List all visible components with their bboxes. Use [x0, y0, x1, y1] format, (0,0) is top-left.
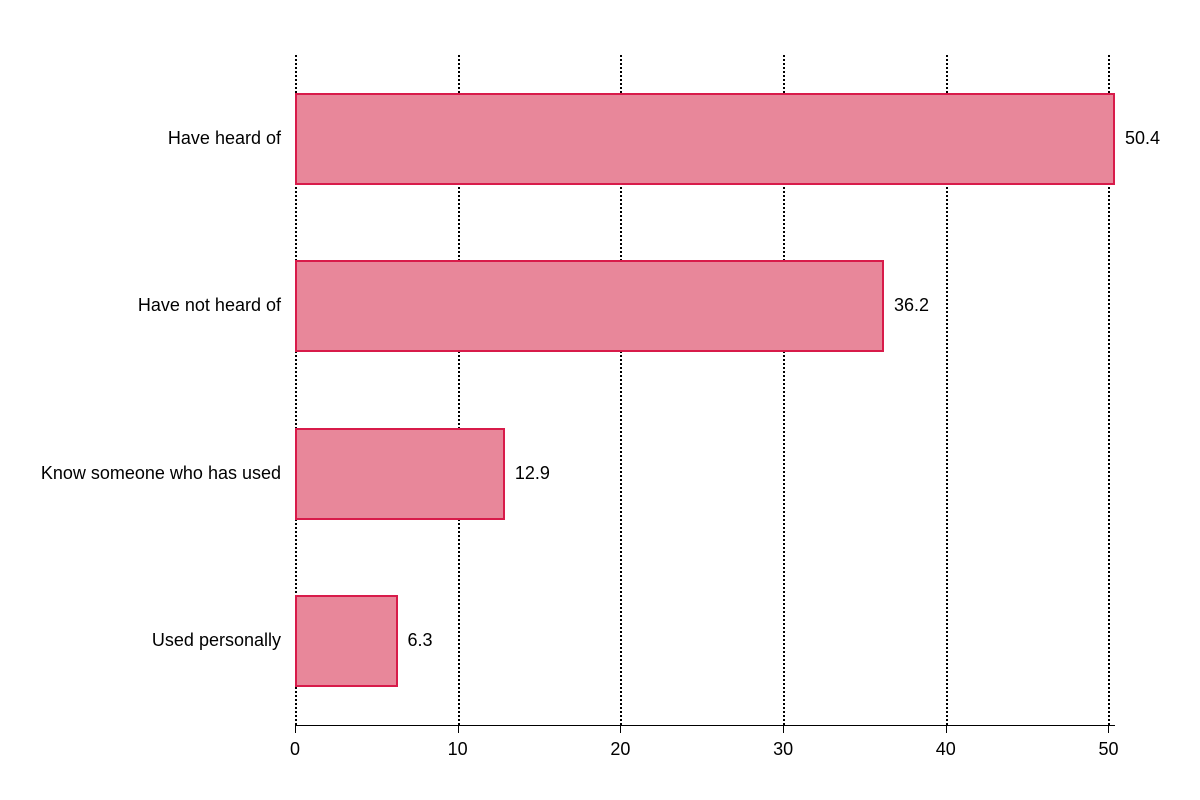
category-label: Have not heard of: [138, 295, 281, 316]
x-axis-line: [295, 725, 1115, 726]
plot-area: 0102030405050.436.212.96.3: [295, 55, 1115, 725]
bar: [295, 428, 505, 520]
x-tick: [783, 725, 784, 733]
x-tick-label: 30: [753, 739, 813, 760]
category-label: Know someone who has used: [41, 463, 281, 484]
bar: [295, 595, 398, 687]
x-tick-label: 0: [265, 739, 325, 760]
x-tick-label: 50: [1078, 739, 1138, 760]
x-tick: [620, 725, 621, 733]
value-label: 6.3: [408, 630, 433, 651]
category-label: Used personally: [152, 630, 281, 651]
x-tick: [295, 725, 296, 733]
x-tick-label: 40: [916, 739, 976, 760]
value-label: 50.4: [1125, 128, 1160, 149]
x-tick-label: 20: [590, 739, 650, 760]
bar-chart: 0 10 20 30 40 50 50.4 36.2 12.9 6.3 Have heard of…: [0, 0, 1200, 800]
value-label: 36.2: [894, 295, 929, 316]
bar: [295, 260, 884, 352]
category-label: Have heard of: [168, 128, 281, 149]
x-tick: [1108, 725, 1109, 733]
x-tick-label: 10: [428, 739, 488, 760]
bar: [295, 93, 1115, 185]
x-tick: [458, 725, 459, 733]
x-tick: [946, 725, 947, 733]
value-label: 12.9: [515, 463, 550, 484]
